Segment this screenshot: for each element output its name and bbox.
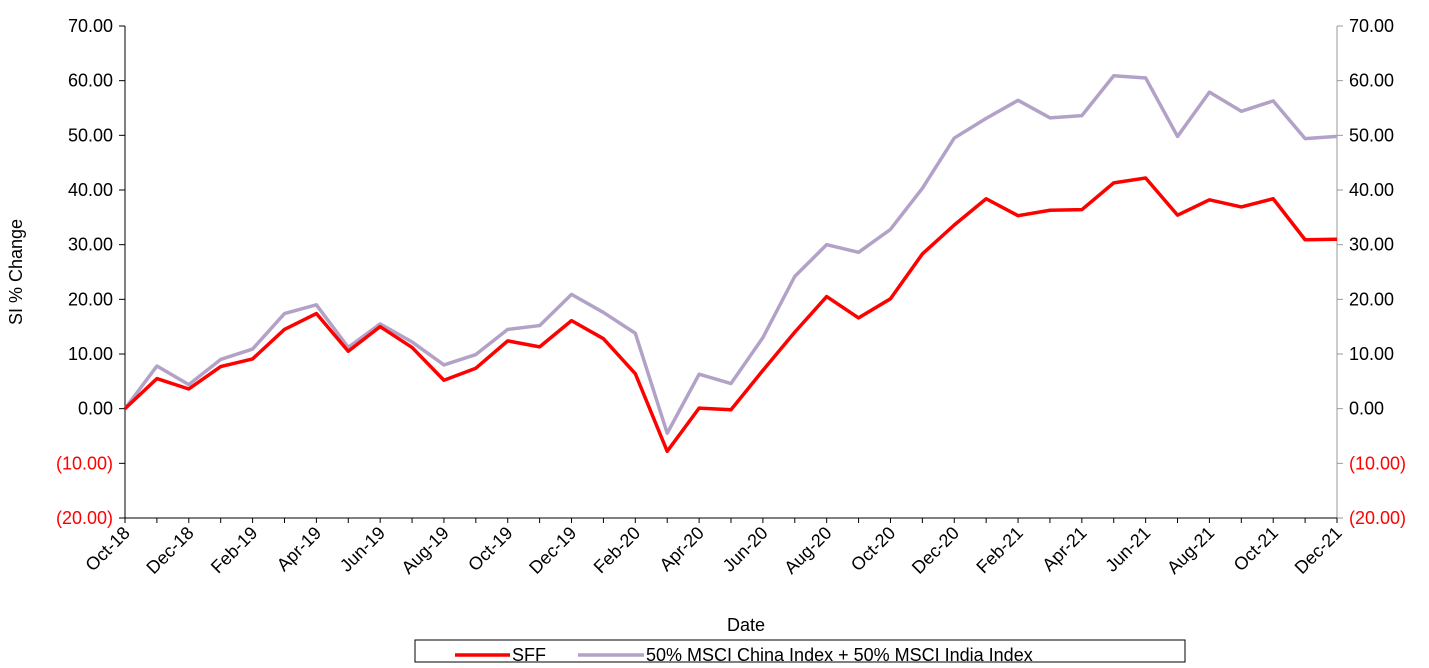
y-tick-label: 50.00	[68, 125, 113, 145]
x-tick-label: Apr-20	[656, 523, 708, 575]
y-tick-label: 10.00	[68, 344, 113, 364]
y-tick-label: 30.00	[68, 235, 113, 255]
x-tick-label: Feb-20	[590, 523, 644, 577]
y-tick-label: 40.00	[68, 180, 113, 200]
x-tick-label: Dec-19	[525, 523, 580, 578]
y-tick-label: 0.00	[78, 399, 113, 419]
y2-tick-label: 40.00	[1349, 180, 1394, 200]
y2-tick-label: (10.00)	[1349, 453, 1406, 473]
x-tick-label: Oct-19	[464, 523, 516, 575]
x-tick-label: Aug-19	[398, 523, 453, 578]
x-tick-label: Dec-18	[142, 523, 197, 578]
x-tick-label: Jun-19	[336, 523, 389, 576]
x-tick-label: Jun-20	[719, 523, 772, 576]
x-tick-label: Apr-21	[1038, 523, 1090, 575]
y2-tick-label: 60.00	[1349, 71, 1394, 91]
y-tick-label: 60.00	[68, 71, 113, 91]
y2-tick-label: (20.00)	[1349, 508, 1406, 528]
x-tick-label: Feb-21	[972, 523, 1026, 577]
y2-tick-label: 70.00	[1349, 16, 1394, 36]
y-tick-label: (20.00)	[56, 508, 113, 528]
x-tick-label: Feb-19	[207, 523, 261, 577]
legend-label: 50% MSCI China Index + 50% MSCI India In…	[646, 645, 1033, 663]
y-axis-title: SI % Change	[6, 219, 26, 325]
x-axis-title: Date	[727, 615, 765, 635]
x-tick-label: Oct-21	[1230, 523, 1282, 575]
series-line	[123, 176, 1338, 454]
y-tick-label: 20.00	[68, 289, 113, 309]
y2-tick-label: 10.00	[1349, 344, 1394, 364]
y-tick-label: (10.00)	[56, 453, 113, 473]
x-tick-label: Dec-20	[908, 523, 963, 578]
x-tick-label: Oct-18	[81, 523, 133, 575]
x-tick-label: Aug-20	[780, 523, 835, 578]
y-tick-label: 70.00	[68, 16, 113, 36]
y2-tick-label: 30.00	[1349, 235, 1394, 255]
x-tick-label: Oct-20	[847, 523, 899, 575]
y2-tick-label: 50.00	[1349, 125, 1394, 145]
y2-tick-label: 20.00	[1349, 289, 1394, 309]
x-tick-label: Apr-19	[273, 523, 325, 575]
x-tick-label: Aug-21	[1163, 523, 1218, 578]
x-tick-label: Jun-21	[1101, 523, 1154, 576]
y2-tick-label: 0.00	[1349, 399, 1384, 419]
x-tick-label: Dec-21	[1291, 523, 1346, 578]
legend-label: SFF	[512, 645, 546, 663]
series-line	[123, 73, 1338, 436]
